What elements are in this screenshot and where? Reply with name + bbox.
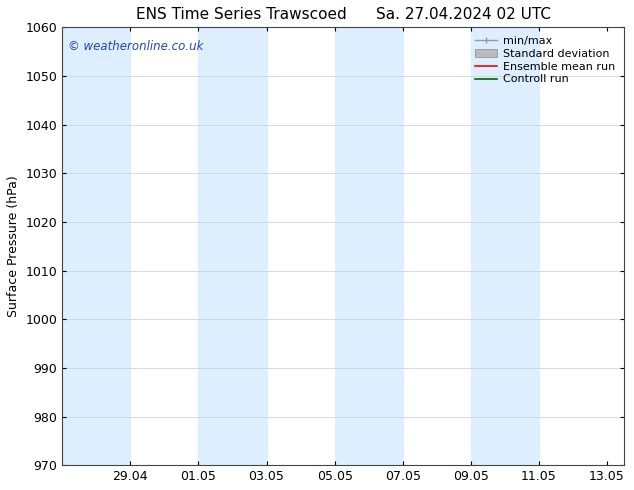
Legend: min/max, Standard deviation, Ensemble mean run, Controll run: min/max, Standard deviation, Ensemble me… <box>472 33 619 88</box>
Text: © weatheronline.co.uk: © weatheronline.co.uk <box>68 40 204 53</box>
Bar <box>62 27 131 465</box>
Bar <box>471 27 539 465</box>
Bar <box>335 27 403 465</box>
Bar <box>198 27 266 465</box>
Y-axis label: Surface Pressure (hPa): Surface Pressure (hPa) <box>7 175 20 317</box>
Title: ENS Time Series Trawscoed      Sa. 27.04.2024 02 UTC: ENS Time Series Trawscoed Sa. 27.04.2024… <box>136 7 551 22</box>
